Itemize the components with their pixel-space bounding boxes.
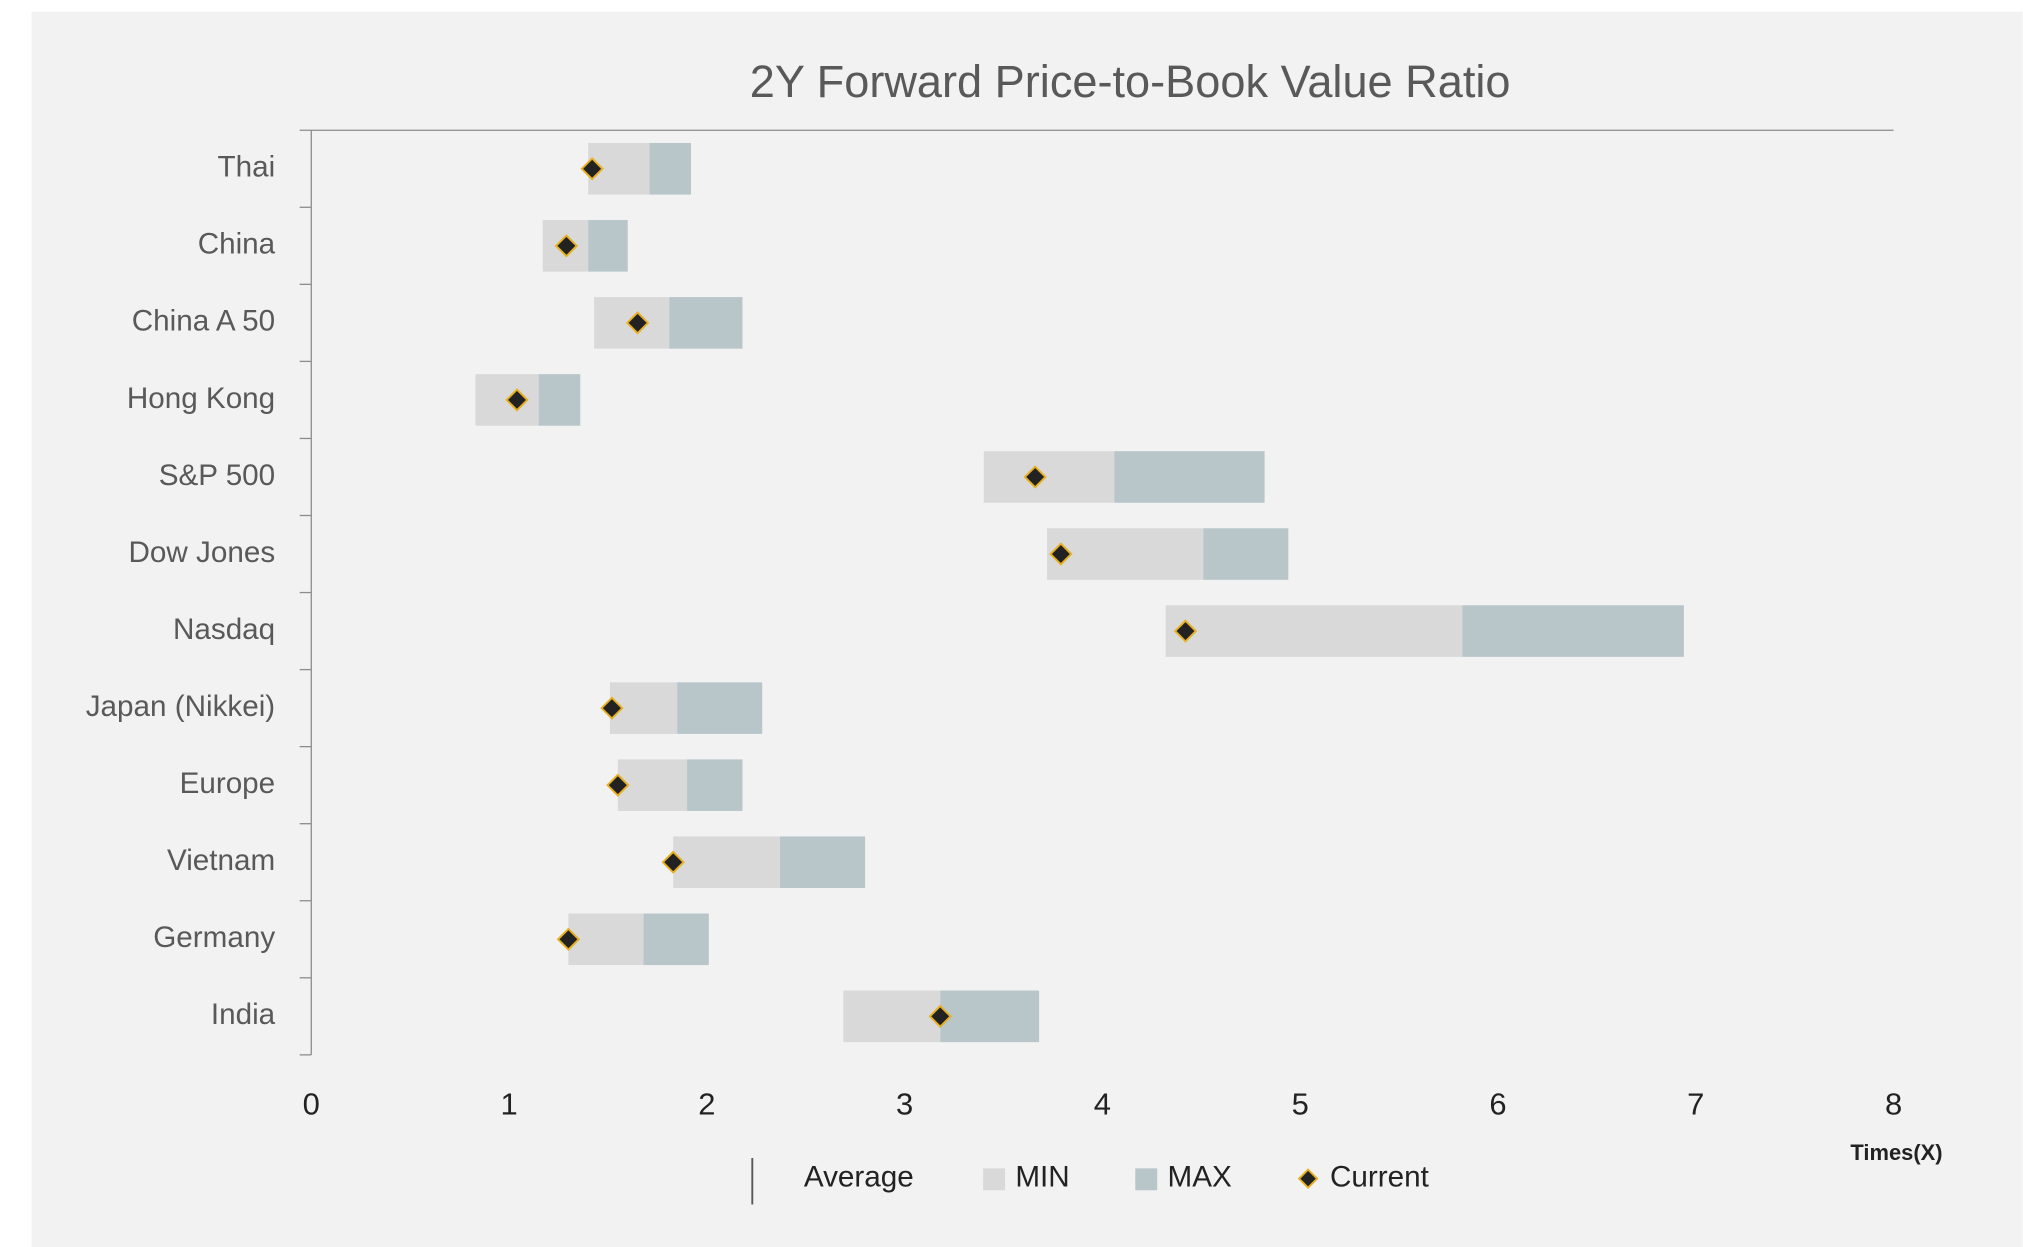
current-marker — [600, 696, 624, 720]
x-tick-label: 4 — [1094, 1087, 1111, 1122]
x-tick-label: 0 — [303, 1087, 320, 1122]
max-bar — [687, 759, 743, 811]
max-bar — [588, 220, 628, 272]
x-tick-label: 6 — [1489, 1087, 1506, 1122]
max-bar — [1462, 605, 1684, 657]
current-marker — [556, 927, 581, 951]
max-bar — [780, 836, 866, 889]
min-bar — [1165, 605, 1463, 657]
current-marker — [928, 1004, 952, 1029]
legend-label: MAX — [1168, 1160, 1232, 1193]
max-bar — [677, 682, 763, 734]
legend-symbol — [1297, 1168, 1319, 1190]
min-bar — [843, 990, 941, 1043]
x-tick-label: 3 — [896, 1087, 913, 1122]
min-bar — [568, 913, 644, 966]
category-label: S&P 500 — [159, 459, 275, 492]
category-label: China — [198, 228, 276, 261]
current-marker — [606, 773, 630, 797]
current-marker — [661, 850, 685, 874]
category-label: China A 50 — [132, 305, 275, 338]
category-label: Japan (Nikkei) — [86, 690, 275, 723]
current-marker — [1173, 619, 1198, 643]
min-bar — [1047, 528, 1204, 580]
current-marker — [554, 234, 579, 258]
current-marker — [1023, 465, 1047, 489]
chart-title: 2Y Forward Price-to-Book Value Ratio — [750, 56, 1511, 107]
category-label: Germany — [153, 921, 275, 954]
max-bar — [538, 374, 581, 426]
min-bar — [983, 451, 1115, 503]
x-tick-label: 2 — [698, 1087, 715, 1122]
current-marker — [505, 388, 529, 412]
max-bar — [1203, 528, 1289, 580]
category-label: Europe — [180, 767, 276, 800]
current-marker — [625, 311, 650, 335]
category-label: Nasdaq — [173, 613, 275, 646]
category-label: Hong Kong — [127, 382, 275, 415]
chart-background — [31, 11, 2023, 1247]
legend-label: MIN — [1015, 1160, 1069, 1193]
x-tick-label: 8 — [1885, 1087, 1902, 1122]
legend-symbol — [983, 1168, 1006, 1191]
legend-symbol — [1135, 1168, 1158, 1191]
category-label: Vietnam — [167, 844, 275, 877]
max-bar — [643, 913, 709, 966]
min-bar — [673, 836, 781, 889]
max-bar — [1114, 451, 1265, 503]
max-bar — [649, 142, 692, 195]
x-tick-label: 5 — [1292, 1087, 1309, 1122]
legend-label: Current — [1330, 1160, 1430, 1193]
max-bar — [940, 990, 1040, 1043]
category-label: India — [211, 998, 276, 1031]
x-axis-label: Times(X) — [1850, 1140, 1942, 1165]
x-tick-label: 1 — [500, 1087, 517, 1122]
max-bar — [669, 297, 743, 349]
category-label: Dow Jones — [129, 536, 276, 569]
x-tick-label: 7 — [1687, 1087, 1704, 1122]
legend-label: Average — [804, 1160, 914, 1193]
current-marker — [1049, 542, 1073, 566]
current-marker — [580, 157, 604, 181]
category-label: Thai — [217, 151, 275, 184]
